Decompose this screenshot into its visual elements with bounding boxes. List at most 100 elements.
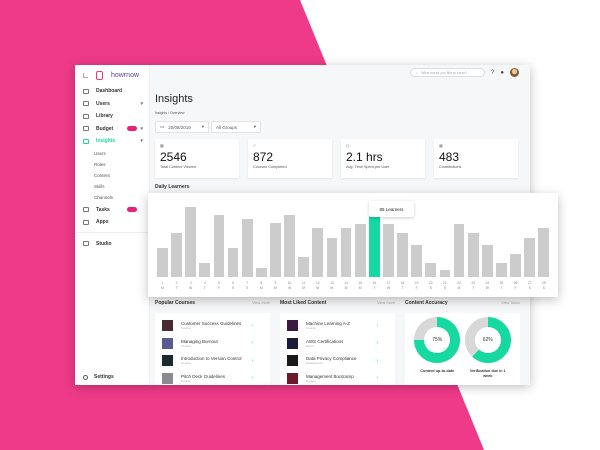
sidebar-item-library[interactable]: Library bbox=[75, 110, 150, 123]
date-picker[interactable]: ▭ 20/08/2019 ▾ bbox=[155, 121, 209, 133]
stat-card[interactable]: ✓ 872 Courses Completed bbox=[248, 139, 332, 178]
sidebar-subitem-skills[interactable]: Skills bbox=[94, 184, 105, 190]
list-item[interactable]: Introduction to Version Control Course › bbox=[162, 352, 263, 370]
stat-value: 872 bbox=[253, 150, 274, 164]
chart-bar[interactable] bbox=[227, 248, 239, 277]
chart-bar[interactable] bbox=[171, 233, 182, 277]
sidebar-subitem-roles[interactable]: Roles bbox=[94, 161, 106, 167]
bell-icon[interactable]: ● bbox=[500, 69, 504, 76]
item-title: Data Privacy Compliance bbox=[306, 356, 357, 362]
panel-title: Popular Courses bbox=[155, 300, 196, 306]
topbar: ⌕ What would you like to know? ? ● bbox=[410, 68, 519, 77]
chart-bar[interactable] bbox=[185, 207, 197, 277]
chart-bar[interactable] bbox=[397, 233, 408, 277]
stat-label: Courses Completed bbox=[253, 165, 287, 169]
brand-mark-icon bbox=[96, 70, 103, 80]
chart-bar[interactable] bbox=[312, 227, 324, 277]
chart-bar[interactable] bbox=[467, 233, 479, 277]
studio-icon bbox=[83, 241, 89, 247]
chart-bar[interactable] bbox=[199, 263, 211, 277]
list-item[interactable]: Data Privacy Compliance Assessment › bbox=[287, 352, 388, 370]
group-select[interactable]: All Groups ▾ bbox=[211, 121, 261, 133]
sidebar-subitem-users[interactable]: Users bbox=[94, 150, 106, 156]
list-item[interactable]: Management Bootcamp Nugget › bbox=[287, 370, 388, 386]
chart-bar[interactable] bbox=[510, 253, 521, 277]
breadcrumb[interactable]: Insights / Overview bbox=[155, 111, 185, 115]
chart-bar[interactable] bbox=[411, 244, 423, 277]
daily-learners-title: Daily Learners bbox=[155, 184, 190, 190]
chart-bar[interactable] bbox=[496, 263, 507, 277]
sidebar-item-studio[interactable]: Studio bbox=[75, 237, 150, 250]
chart-bar[interactable] bbox=[340, 227, 352, 277]
sidebar-item-dashboard[interactable]: Dashboard bbox=[75, 85, 150, 98]
chevron-right-icon[interactable]: › bbox=[251, 322, 253, 329]
x-tick-label: 22 M bbox=[457, 281, 461, 290]
chart-bar[interactable] bbox=[284, 214, 295, 277]
chart-bar[interactable] bbox=[524, 237, 536, 277]
chevron-right-icon[interactable]: › bbox=[376, 322, 378, 329]
divider bbox=[75, 232, 150, 234]
chevron-right-icon[interactable]: › bbox=[376, 357, 378, 364]
chart-bar[interactable] bbox=[383, 224, 394, 277]
chart-bar[interactable] bbox=[439, 270, 451, 277]
list-item[interactable]: Managing Burnout Course › bbox=[162, 335, 263, 353]
chart-bar[interactable] bbox=[425, 263, 437, 277]
chart-bar[interactable] bbox=[538, 227, 550, 277]
sidebar-subitem-content[interactable]: Content bbox=[94, 172, 110, 178]
help-icon[interactable]: ? bbox=[491, 69, 495, 76]
view-more-link[interactable]: View more bbox=[377, 301, 395, 305]
chart-bar[interactable] bbox=[255, 267, 267, 277]
donut-value: 75% bbox=[424, 327, 451, 353]
stat-card[interactable]: ▦ 483 Contributions bbox=[434, 139, 518, 178]
donut-ring: 75% bbox=[414, 317, 461, 363]
stat-card[interactable]: ◷ 2.1 hrs Avg. Time Spent per User bbox=[341, 139, 425, 178]
chevron-down-icon[interactable]: ▾ bbox=[140, 125, 143, 132]
budget-icon bbox=[83, 126, 89, 132]
chevron-right-icon[interactable]: › bbox=[376, 375, 378, 382]
stat-value: 2546 bbox=[160, 150, 187, 164]
chart-bar[interactable] bbox=[157, 248, 168, 277]
chart-bar[interactable] bbox=[326, 237, 338, 277]
content-accuracy-panel: Content Accuracy View Tasks 75% Content up… bbox=[405, 300, 520, 385]
chart-bar[interactable] bbox=[453, 224, 465, 277]
stat-cards: ▦ 2546 Total Content Viewed ✓ 872 Courses Com… bbox=[155, 139, 518, 178]
sidebar-item-settings[interactable]: Settings bbox=[83, 374, 114, 380]
list-item[interactable]: Pitch Deck Guidelines Course › bbox=[162, 370, 263, 386]
x-tick-label: 21 S bbox=[443, 281, 447, 290]
donut-chart: 62% Verification due in 1 week bbox=[464, 317, 511, 385]
sidebar-item-users[interactable]: Users ▾ bbox=[75, 98, 150, 111]
x-tick-label: 15 M bbox=[358, 281, 362, 290]
chevron-right-icon[interactable]: › bbox=[376, 340, 378, 347]
thumbnail bbox=[287, 320, 298, 332]
view-tasks-link[interactable]: View Tasks bbox=[501, 301, 520, 305]
sidebar-item-tasks[interactable]: Tasks bbox=[75, 203, 150, 216]
chart-bar[interactable] bbox=[298, 257, 310, 277]
thumbnail bbox=[162, 355, 173, 367]
avatar[interactable] bbox=[509, 68, 519, 77]
list-item[interactable]: Customer Success Guidelines Course › bbox=[162, 317, 263, 335]
sidebar: howrnow Dashboard Users ▾ Library Budget ▾ Ins… bbox=[75, 65, 150, 385]
view-more-link[interactable]: View more bbox=[252, 301, 270, 305]
sidebar-item-apps[interactable]: Apps bbox=[75, 216, 150, 229]
chart-bar[interactable] bbox=[270, 222, 281, 277]
stat-card[interactable]: ▦ 2546 Total Content Viewed bbox=[155, 139, 239, 178]
chart-bar[interactable] bbox=[481, 244, 493, 277]
insights-icon bbox=[83, 138, 89, 144]
sidebar-item-budget[interactable]: Budget ▾ bbox=[75, 123, 150, 136]
chevron-right-icon[interactable]: › bbox=[251, 375, 253, 382]
chart-bar[interactable] bbox=[368, 207, 380, 277]
chart-bar[interactable] bbox=[354, 224, 366, 277]
sidebar-item-insights[interactable]: Insights ▾ bbox=[75, 135, 150, 148]
chart-bar[interactable] bbox=[213, 214, 225, 277]
search-input[interactable]: ⌕ What would you like to know? bbox=[410, 68, 485, 77]
chart-bar[interactable] bbox=[241, 218, 253, 277]
chevron-down-icon[interactable]: ▾ bbox=[140, 100, 143, 107]
chevron-down-icon[interactable]: ▾ bbox=[140, 138, 143, 145]
list-item[interactable]: Machine Learning A-Z Course › bbox=[287, 317, 388, 335]
item-type: Nugget bbox=[306, 378, 316, 383]
sidebar-subitem-channels[interactable]: Channels bbox=[94, 195, 114, 201]
list-item[interactable]: AWS Certifications Event › bbox=[287, 335, 388, 353]
chevron-right-icon[interactable]: › bbox=[251, 357, 253, 364]
chevron-right-icon[interactable]: › bbox=[251, 340, 253, 347]
